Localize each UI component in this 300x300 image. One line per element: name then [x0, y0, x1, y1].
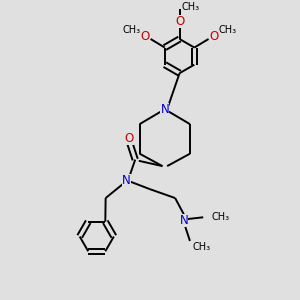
Text: CH₃: CH₃ — [122, 25, 140, 35]
Text: O: O — [175, 15, 184, 28]
Text: N: N — [180, 214, 188, 227]
Text: N: N — [122, 174, 131, 187]
Text: O: O — [210, 30, 219, 43]
Text: CH₃: CH₃ — [192, 242, 210, 252]
Text: N: N — [160, 103, 169, 116]
Text: CH₃: CH₃ — [181, 2, 199, 12]
Text: O: O — [140, 30, 149, 43]
Text: CH₃: CH₃ — [219, 25, 237, 35]
Text: CH₃: CH₃ — [212, 212, 230, 222]
Text: O: O — [125, 132, 134, 146]
